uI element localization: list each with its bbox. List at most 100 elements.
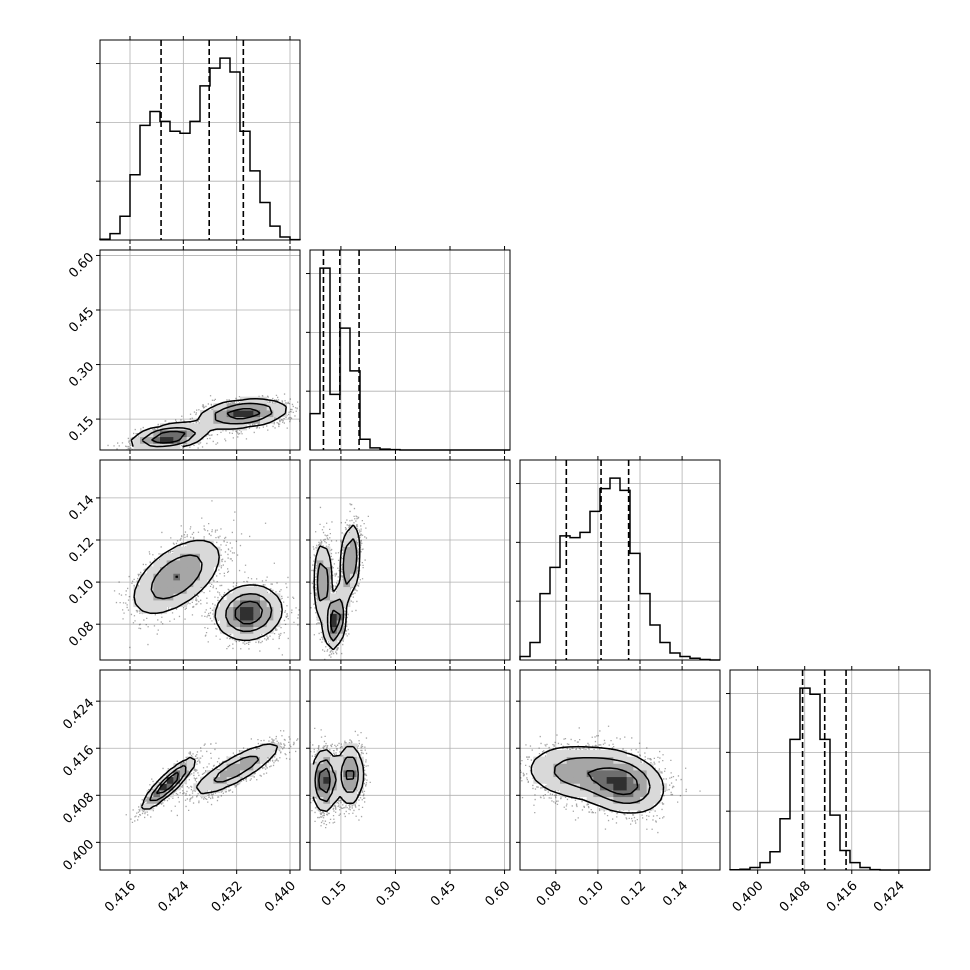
density-cell (146, 586, 154, 594)
density-cell (653, 790, 661, 798)
density-cell (186, 573, 194, 581)
scatter-panel-3-2 (306, 456, 511, 664)
density-cell (273, 606, 281, 614)
density-cell (246, 770, 254, 778)
density-cell (226, 776, 234, 784)
contour-line (175, 575, 264, 625)
scatter-panel-2-1 (96, 246, 301, 454)
density-cell (626, 803, 634, 811)
density-cell (633, 756, 641, 764)
density-cell (226, 416, 234, 424)
contour-line (140, 743, 279, 810)
density-cell (213, 410, 221, 418)
density-cell (240, 586, 248, 594)
density-cell (566, 763, 574, 771)
density-cell (160, 580, 168, 588)
density-cell (330, 796, 338, 804)
density-cell (233, 633, 241, 641)
density-cell (646, 796, 654, 804)
density-cell (226, 626, 234, 634)
density-cell (186, 586, 194, 594)
x-tick-label: 0.14 (660, 878, 691, 909)
density-cell (206, 560, 214, 568)
contour-line (318, 767, 355, 794)
density-cell (206, 770, 214, 778)
density-cell (180, 566, 188, 574)
density-cell (153, 606, 161, 614)
density-cell (166, 430, 174, 438)
panel-frame (309, 249, 511, 451)
density-cell (193, 430, 201, 438)
density-cell (606, 750, 614, 758)
panel-content (520, 725, 701, 834)
contour-line (155, 771, 180, 795)
density-cell (233, 620, 241, 628)
y-tick-label: 0.45 (66, 305, 97, 336)
density-cell (140, 580, 148, 588)
density-cell (356, 776, 364, 784)
x-tick-label: 0.416 (102, 878, 139, 915)
density-cell (233, 606, 241, 614)
density-cell (606, 756, 614, 764)
panel-content (310, 727, 371, 829)
density-cell (316, 790, 324, 798)
density-cell (593, 756, 601, 764)
density-cell (343, 796, 351, 804)
contour-line (313, 524, 361, 651)
density-cell (593, 750, 601, 758)
y-tick-label: 0.400 (60, 837, 97, 874)
density-cell (323, 776, 331, 784)
density-cell (233, 600, 241, 608)
density-cell (260, 606, 268, 614)
density-cell (193, 586, 201, 594)
density-cell (200, 783, 208, 791)
density-cell (593, 783, 601, 791)
density-cell (246, 763, 254, 771)
density-cell (330, 613, 338, 621)
x-tick-label: 0.424 (155, 878, 192, 915)
density-cell (573, 790, 581, 798)
density-cell (133, 443, 141, 450)
density-cell (336, 776, 344, 784)
density-cell (316, 586, 324, 594)
density-cell (310, 783, 318, 791)
density-cell (240, 416, 248, 424)
density-cell (140, 443, 148, 450)
panel-content (113, 500, 300, 656)
density-cell (173, 430, 181, 438)
density-cell (350, 783, 358, 791)
density-cell (336, 586, 344, 594)
density-cell (640, 776, 648, 784)
density-cell (620, 783, 628, 791)
density-cell (600, 750, 608, 758)
density-cell (633, 790, 641, 798)
density-cell (316, 776, 324, 784)
contour-line (141, 402, 273, 448)
density-cell (343, 566, 351, 574)
density-cell (593, 770, 601, 778)
density-cell (186, 580, 194, 588)
density-cell (316, 566, 324, 574)
density-cell (233, 423, 241, 431)
density-cell (350, 790, 358, 798)
density-cell (540, 770, 548, 778)
density-cell (226, 593, 234, 601)
density-cell (180, 553, 188, 561)
density-cell (160, 606, 168, 614)
density-cell (193, 540, 201, 548)
density-cell (186, 756, 194, 764)
density-cell (213, 546, 221, 554)
density-cell (220, 626, 228, 634)
density-cell (260, 620, 268, 628)
density-cell (280, 403, 288, 411)
density-cell (566, 750, 574, 758)
density-cell (323, 750, 331, 758)
density-cell (323, 633, 331, 641)
density-cell (193, 566, 201, 574)
density-cell (246, 403, 254, 411)
density-cell (316, 546, 324, 554)
density-cell (566, 756, 574, 764)
density-cell (240, 626, 248, 634)
density-cell (146, 566, 154, 574)
